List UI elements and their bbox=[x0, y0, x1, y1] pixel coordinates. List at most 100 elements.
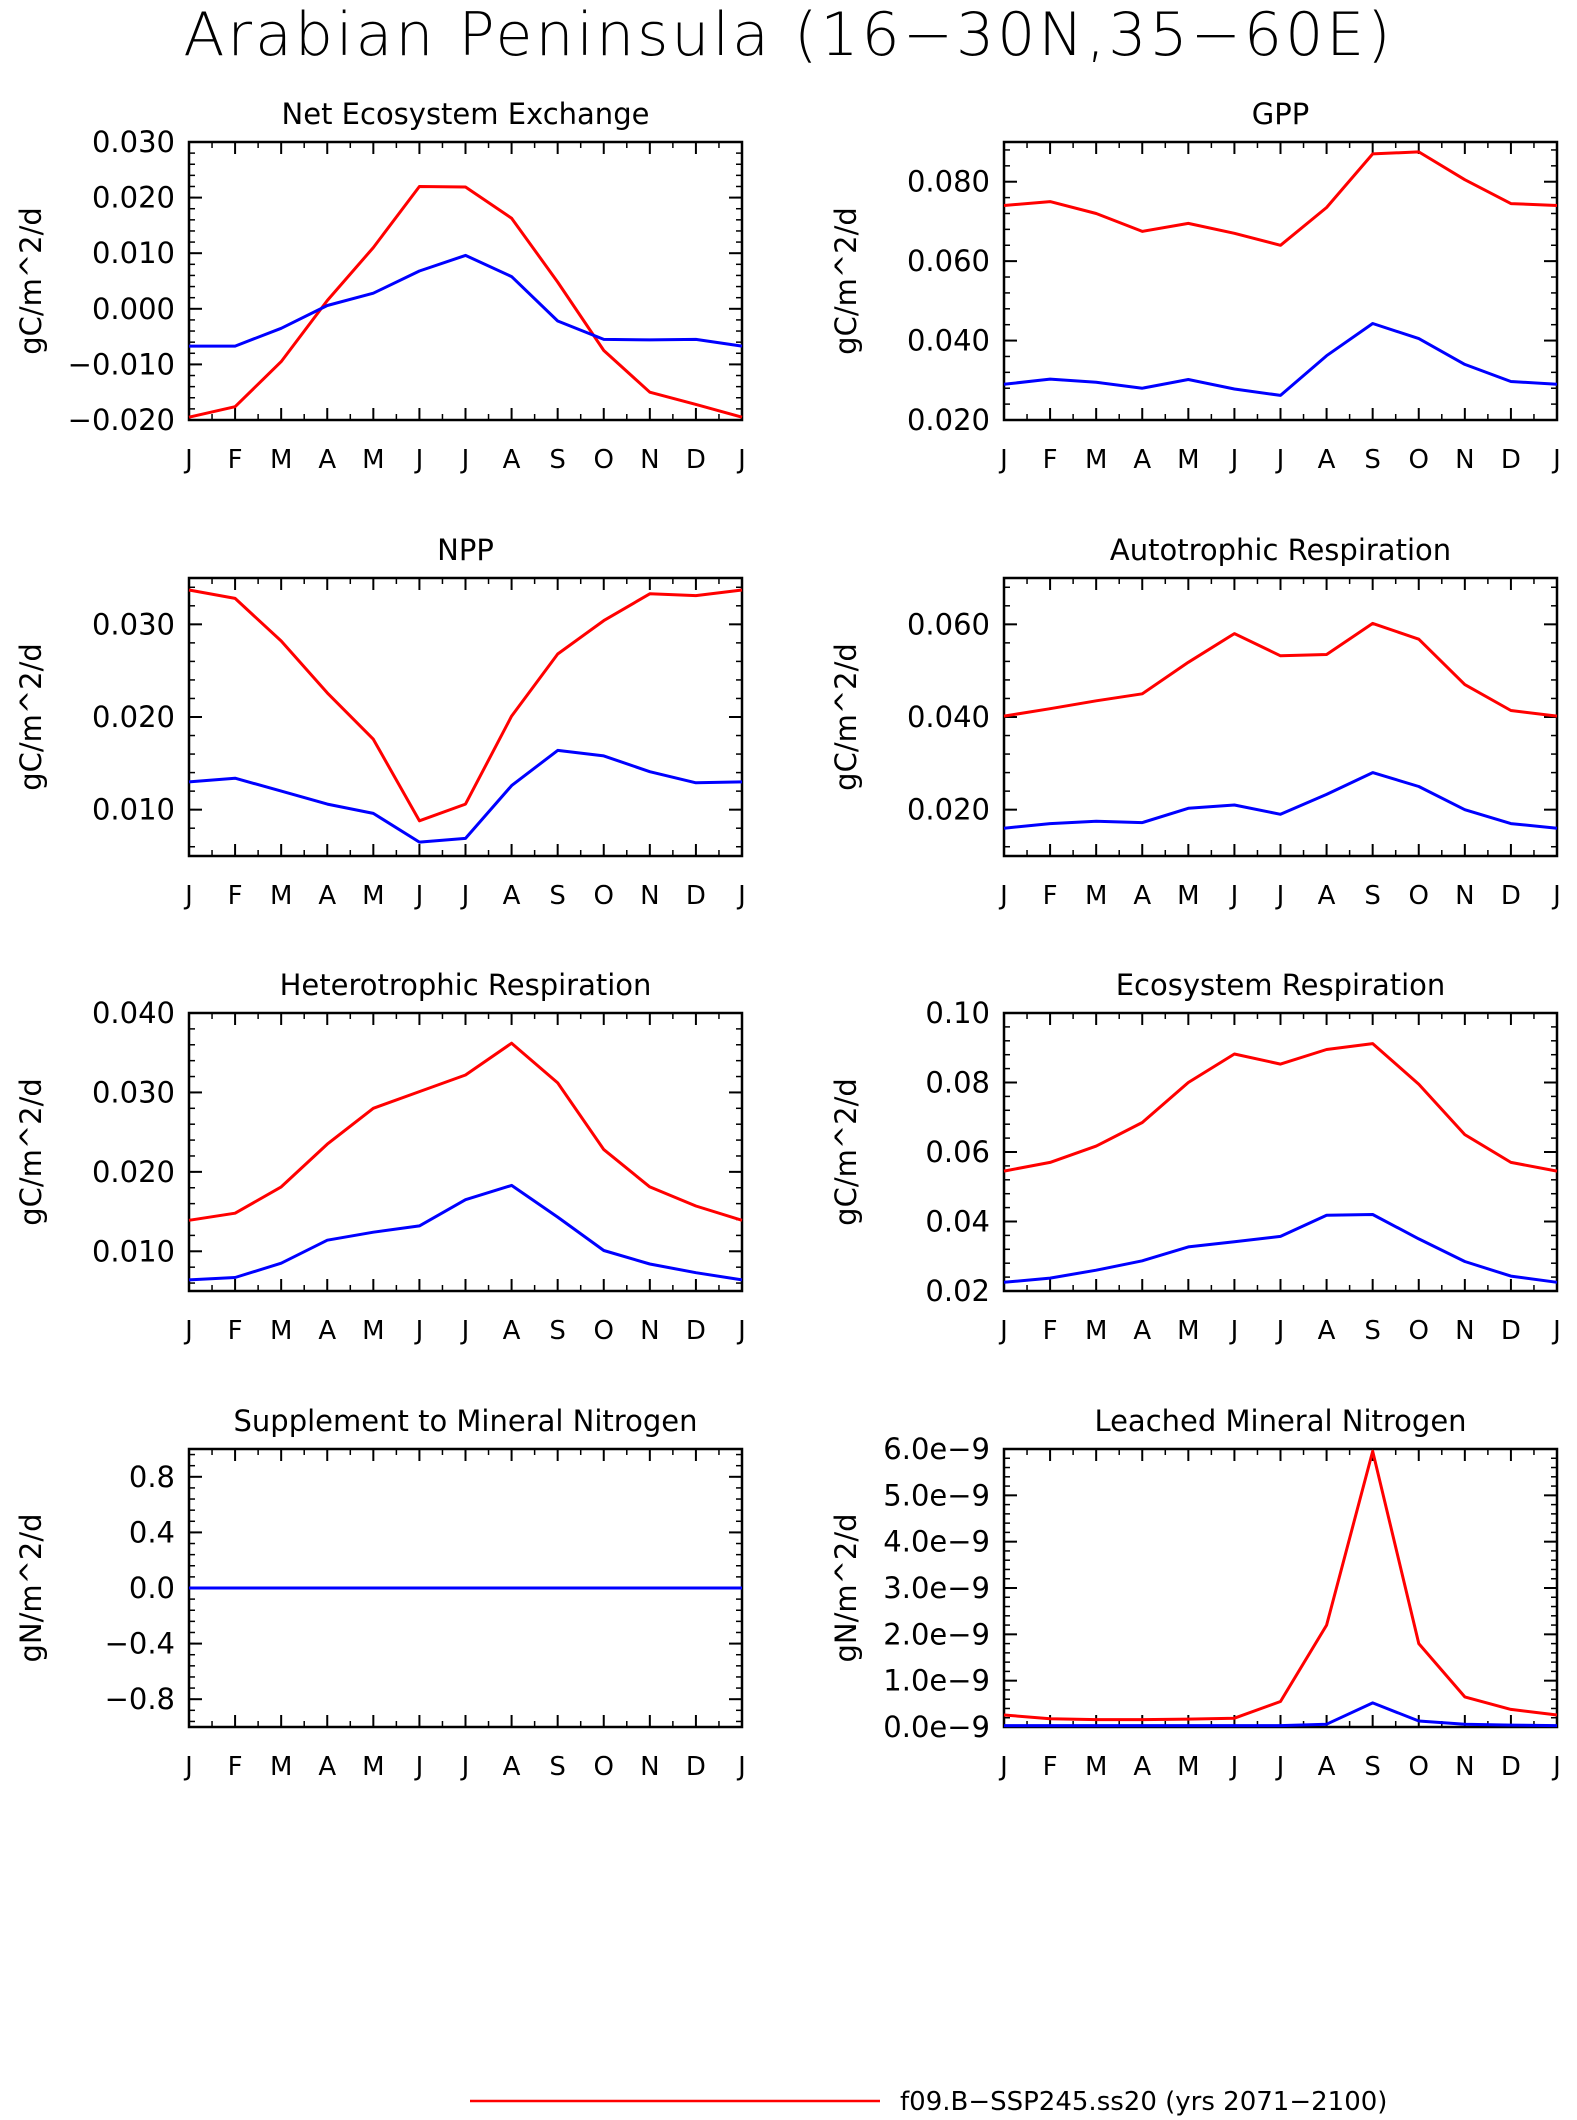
y-axis-label: gC/m^2/d bbox=[14, 207, 48, 355]
x-tick-label: J bbox=[1229, 445, 1239, 475]
series-line-1 bbox=[188, 185, 743, 419]
x-tick-label: J bbox=[414, 1752, 424, 1782]
x-tick-label: M bbox=[1085, 445, 1107, 475]
series-line-1 bbox=[1003, 1042, 1558, 1173]
x-tick-label: F bbox=[1043, 881, 1058, 911]
y-tick-label: 0.8 bbox=[129, 1460, 175, 1494]
x-tick-label: J bbox=[736, 1316, 746, 1346]
x-tick-label: A bbox=[1133, 881, 1151, 911]
series-line-1 bbox=[188, 1041, 743, 1222]
x-tick-label: S bbox=[1364, 1752, 1381, 1782]
x-tick-label: A bbox=[1318, 881, 1336, 911]
y-tick-label: 0.030 bbox=[92, 607, 175, 641]
panel-title: GPP bbox=[1252, 97, 1309, 131]
x-tick-label: M bbox=[362, 881, 384, 911]
panel-title: Ecosystem Respiration bbox=[1116, 968, 1446, 1002]
panel-title: Leached Mineral Nitrogen bbox=[1094, 1404, 1466, 1438]
x-tick-label: N bbox=[1455, 445, 1474, 475]
x-tick-label: M bbox=[1085, 881, 1107, 911]
series-line-2 bbox=[188, 1183, 743, 1282]
x-tick-label: A bbox=[1133, 1752, 1151, 1782]
x-tick-label: J bbox=[414, 1316, 424, 1346]
panel-8: J F M A M J J A S O N D J0.0e−91.0e−92.0e−93.0e−94.0… bbox=[829, 1404, 1561, 1782]
y-axis-label: gC/m^2/d bbox=[14, 1078, 48, 1226]
x-tick-label: M bbox=[270, 1316, 292, 1346]
x-tick-label: O bbox=[1409, 1316, 1429, 1346]
x-tick-label: J bbox=[460, 445, 470, 475]
series-line-2 bbox=[1003, 1213, 1558, 1284]
x-tick-label: N bbox=[640, 1316, 659, 1346]
y-tick-label: 3.0e−9 bbox=[883, 1571, 990, 1605]
plot-frame bbox=[187, 140, 744, 422]
panel-7: J F M A M J J A S O N D J−0.8−0.40.00.40.8Supplement… bbox=[14, 1404, 746, 1782]
y-tick-label: 0.060 bbox=[907, 607, 990, 641]
x-tick-label: A bbox=[1318, 1316, 1336, 1346]
y-axis-label: gC/m^2/d bbox=[14, 643, 48, 791]
y-tick-label: 2.0e−9 bbox=[883, 1617, 990, 1651]
plot-frame bbox=[1002, 1447, 1559, 1729]
y-axis-label: gN/m^2/d bbox=[14, 1513, 48, 1662]
y-tick-label: −0.010 bbox=[68, 347, 175, 381]
x-tick-label: N bbox=[1455, 1316, 1474, 1346]
y-tick-label: 0.4 bbox=[129, 1515, 175, 1549]
x-tick-label: D bbox=[1501, 445, 1521, 475]
series-line-2 bbox=[188, 748, 743, 844]
y-tick-label: 0.010 bbox=[92, 793, 175, 827]
series-line-1 bbox=[1003, 621, 1558, 718]
y-tick-label: −0.8 bbox=[105, 1682, 175, 1716]
series-line-2 bbox=[189, 253, 743, 348]
series-line-2 bbox=[1003, 771, 1558, 830]
y-axis-label: gN/m^2/d bbox=[829, 1513, 863, 1662]
x-tick-label: A bbox=[318, 445, 336, 475]
x-tick-label: M bbox=[1177, 445, 1199, 475]
x-tick-label: S bbox=[549, 881, 566, 911]
x-tick-label: M bbox=[362, 445, 384, 475]
y-tick-label: 0.06 bbox=[925, 1135, 990, 1169]
x-tick-label: D bbox=[686, 1752, 706, 1782]
series-line-2 bbox=[1003, 322, 1558, 397]
x-tick-label: N bbox=[1455, 881, 1474, 911]
y-tick-label: 0.030 bbox=[92, 1075, 175, 1109]
x-tick-label: N bbox=[640, 881, 659, 911]
x-tick-label: F bbox=[228, 445, 243, 475]
x-tick-label: A bbox=[318, 1752, 336, 1782]
y-tick-label: 0.030 bbox=[92, 125, 175, 159]
y-tick-label: 5.0e−9 bbox=[883, 1478, 990, 1512]
x-tick-label: J bbox=[736, 881, 746, 911]
x-tick-label: M bbox=[270, 445, 292, 475]
x-tick-label: J bbox=[183, 881, 193, 911]
x-tick-label: J bbox=[1551, 881, 1561, 911]
x-tick-label: A bbox=[503, 445, 521, 475]
x-tick-label: J bbox=[183, 1316, 193, 1346]
y-tick-label: 0.010 bbox=[92, 236, 175, 270]
x-tick-label: A bbox=[1318, 1752, 1336, 1782]
x-tick-label: D bbox=[686, 881, 706, 911]
y-tick-label: 0.020 bbox=[92, 700, 175, 734]
x-tick-label: A bbox=[318, 1316, 336, 1346]
x-tick-label: J bbox=[998, 881, 1008, 911]
x-tick-label: M bbox=[362, 1752, 384, 1782]
y-tick-label: 0.08 bbox=[925, 1066, 990, 1100]
x-tick-label: D bbox=[1501, 881, 1521, 911]
x-tick-label: J bbox=[736, 445, 746, 475]
y-tick-label: 0.04 bbox=[925, 1205, 990, 1239]
x-tick-label: J bbox=[998, 1316, 1008, 1346]
x-tick-label: O bbox=[594, 445, 614, 475]
panel-4: J F M A M J J A S O N D J0.0200.0400.060Autotrophic … bbox=[829, 533, 1561, 911]
x-tick-label: N bbox=[640, 445, 659, 475]
panel-1: J F M A M J J A S O N D J−0.020−0.0100.0000.0100.020… bbox=[14, 97, 746, 475]
x-tick-label: A bbox=[503, 881, 521, 911]
y-tick-label: 0.010 bbox=[92, 1234, 175, 1268]
x-tick-label: J bbox=[1275, 1316, 1285, 1346]
x-tick-label: D bbox=[1501, 1316, 1521, 1346]
plot-frame bbox=[1002, 1011, 1559, 1293]
x-tick-label: J bbox=[1229, 1752, 1239, 1782]
x-tick-label: F bbox=[1043, 1316, 1058, 1346]
y-axis-label: gC/m^2/d bbox=[829, 643, 863, 791]
x-tick-label: J bbox=[1229, 881, 1239, 911]
x-tick-label: S bbox=[549, 1316, 566, 1346]
plot-frame bbox=[187, 1011, 744, 1293]
y-tick-label: 6.0e−9 bbox=[883, 1432, 990, 1466]
x-tick-label: D bbox=[1501, 1752, 1521, 1782]
